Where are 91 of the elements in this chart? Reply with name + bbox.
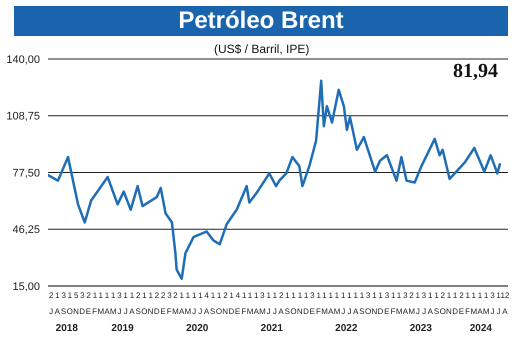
y-tick-label: 140,00 [6,54,40,66]
x2-tick-label: 1 [110,291,116,300]
x2-tick-label: 3 [260,291,266,300]
x-tick-label: 2022 [335,323,358,334]
x2-tick-label: 2 [160,291,166,300]
x2-tick-label: 1 [92,291,98,300]
x2-tick-label: 1 [266,291,272,300]
x2-tick-label: 1 [378,291,384,300]
x2-tick-label: 1 [285,291,290,300]
x2-tick-label: 3 [422,291,427,300]
x2-tick-label: 1 [210,291,216,300]
x2-tick-label: 1 [192,291,197,300]
x2-tick-label: 5 [74,291,79,300]
x2-tick-label: 1 [123,291,128,300]
y-tick-label: 77,50 [12,167,40,180]
x2-tick-label: 1 [55,291,60,300]
text: JASONDEFMAMJJASONDEFMAMJJASONDEFMAMJJASONDEFMAMJJASONDEFMAMJJASONDEFMAMJJA [49,307,508,316]
x2-tick-label: 1 [242,291,247,300]
x2-tick-label: 2 [136,291,142,300]
y-tick-label: 15,00 [12,280,40,293]
x2-tick-label: 1 [304,291,309,300]
x2-tick-label: 3 [403,291,408,300]
x2-tick-label: 1 [428,291,433,300]
x2-tick-label: 1 [391,291,396,300]
line-series [48,80,502,280]
x2-tick-label: 1 [130,291,135,300]
x2-tick-label: 1 [104,291,110,300]
x2-tick-label: 2 [173,291,178,300]
x2-tick-label: 2 [48,291,54,300]
x2-tick-label: 1 [452,291,458,300]
x2-tick-label: 1 [353,291,358,300]
x2-tick-label: 1 [446,291,452,300]
x2-tick-label: 1 [248,291,253,300]
x2-tick-label: 3 [80,291,86,300]
x2-tick-label: 1 [291,291,296,300]
x2-tick-label: 1 [180,291,185,300]
x2-tick-label: 3 [61,291,66,300]
x2-tick-label: 1 [68,291,73,300]
x2-tick-label: 12 [500,291,510,300]
x-tick-label: 2021 [260,323,284,334]
x2-tick-label: 1 [98,291,104,300]
x-tick-label: 2019 [111,323,134,334]
x2-tick-label: 1 [434,291,440,300]
x2-tick-label: 3 [310,291,316,300]
x2-tick-label: 1 [272,291,278,300]
x2-tick-label: 4 [236,291,241,300]
x-tick-label: 2018 [56,323,78,334]
y-tick-label: 46,25 [12,224,40,236]
x2-tick-label: 1 [372,291,378,300]
x2-tick-label: 2 [278,291,284,300]
x2-tick-label: 1 [416,291,421,300]
x2-tick-label: 3 [490,291,496,300]
x2-tick-label: 1 [396,291,402,300]
x2-tick-label: 1 [328,291,334,300]
x2-tick-label: 2 [440,291,446,300]
x2-tick-label: 2 [154,291,160,300]
x2-tick-label: 1 [347,291,352,300]
y-tick-label: 108,75 [6,110,40,123]
x2-tick-label: 1 [478,291,483,300]
x2-tick-label: 1 [148,291,154,300]
x2-tick-label: 1 [360,291,365,300]
chart-title: Petróleo Brent [14,6,508,36]
x-tick-label: 2020 [186,323,209,334]
x2-tick-label: 2 [459,291,464,300]
x2-tick-label: 1 [484,291,489,300]
x2-tick-label: 1 [322,291,328,300]
x2-tick-label: 1 [298,291,303,300]
x2-tick-label: 3 [167,291,172,300]
x2-tick-label: 3 [384,291,390,300]
x2-tick-label: 1 [471,291,476,300]
x-tick-label: 2023 [410,323,432,334]
x2-tick-label: 1 [216,291,222,300]
x2-tick-label: 1 [316,291,322,300]
x2-tick-label: 2 [409,291,414,300]
x2-tick-label: 1 [334,291,340,300]
x2-tick-label: 4 [204,291,210,300]
x2-tick-label: 1 [466,291,471,300]
x2-tick-label: 1 [198,291,204,300]
chart-subtitle: (US$ / Barril, IPE) [214,42,310,56]
x2-tick-label: 3 [117,291,122,300]
x2-tick-label: 1 [186,291,191,300]
x2-tick-label: 2 [86,291,92,300]
annotation: 81,94 [453,60,498,83]
x-tick-label: 2024 [470,323,492,334]
x2-tick-label: 2 [223,291,228,300]
x2-tick-label: 1 [229,291,234,300]
x2-tick-label: 1 [496,291,502,300]
x2-tick-label: 1 [142,291,148,300]
x2-tick-label: 1 [341,291,346,300]
x2-tick-label: 1 [254,291,260,300]
x2-tick-label: 3 [366,291,371,300]
